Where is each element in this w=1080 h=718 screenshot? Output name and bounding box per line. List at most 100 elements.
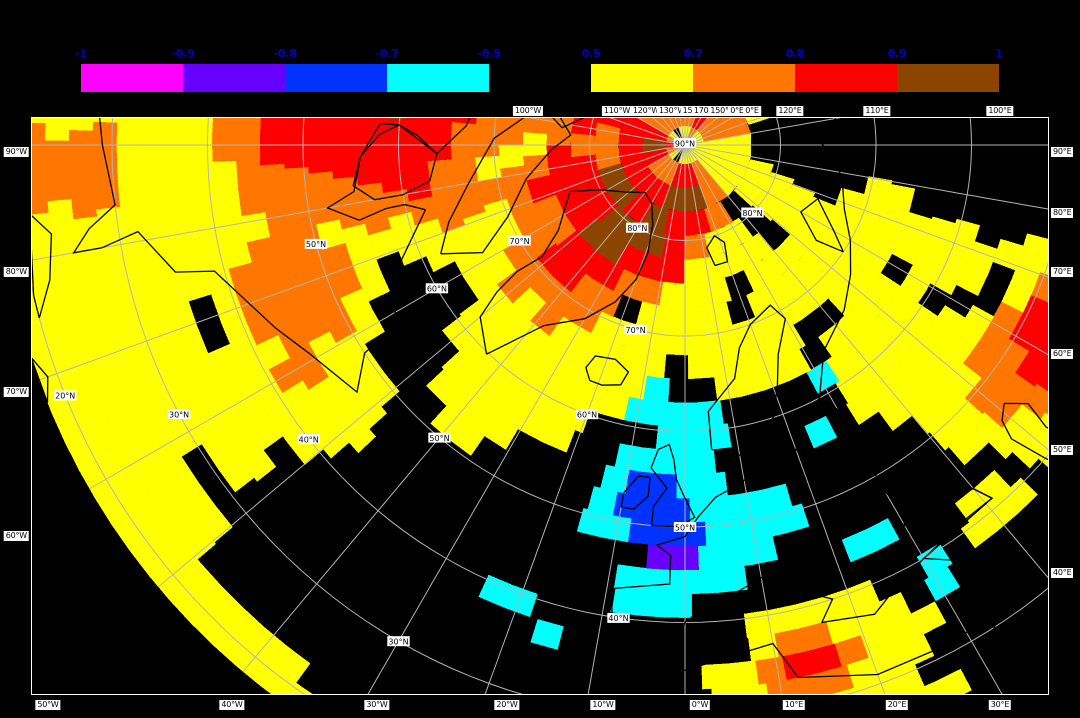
colorbar-tick--0.9: -0.9 (171, 47, 195, 60)
graticule-label-70°N: 70°N (626, 326, 646, 335)
negative-colorbar (81, 64, 489, 92)
axis-label-top-0: 100°W (512, 106, 544, 116)
axis-label-bottom-0: 50°W (35, 700, 61, 710)
graticule-label-40°N: 40°N (299, 435, 319, 444)
graticule-label-50°N: 50°N (429, 434, 449, 443)
coastline-14 (900, 488, 994, 535)
colorbar-tick--1: -1 (75, 47, 87, 60)
graticule-label-bg (575, 409, 599, 420)
coastline-16 (799, 197, 844, 253)
graticule-label-bg (387, 636, 410, 647)
coastline-8 (620, 475, 651, 510)
colorbar-tick-1: 1 (995, 47, 1003, 60)
graticule-label-60°N: 60°N (427, 285, 447, 294)
colorbar-segment-0.7-0.8 (693, 64, 795, 92)
colorbar-segment--1--0.9 (81, 64, 183, 92)
axis-label-bottom-5: 0°W (689, 700, 711, 710)
axis-label-top-11: 100°E (986, 106, 1014, 116)
colorbar-tick--0.5: -0.5 (477, 47, 501, 60)
colorbar-segment--0.7--0.5 (387, 64, 489, 92)
axis-label-left-0: 90°W (3, 147, 29, 157)
axis-label-right-1: 80°E (1051, 208, 1074, 218)
map-plot-area: 90°N 80°N 80°N 70°N 70°N 60°N 60°N 50°N 50°N 50°N… (31, 117, 1049, 695)
axis-label-right-5: 40°E (1051, 568, 1074, 578)
colorbar-tick-0.8: 0.8 (785, 47, 805, 60)
coastline-4 (72, 118, 471, 394)
axis-label-right-3: 60°E (1051, 349, 1074, 359)
graticule-label-90°N: 90°N (675, 139, 695, 148)
axis-label-right-2: 70°E (1051, 267, 1074, 277)
colorbar-segment--0.9--0.8 (183, 64, 285, 92)
graticule-label-40°N: 40°N (608, 614, 628, 623)
coastline-20 (32, 357, 49, 403)
map-canvas: 90°N 80°N 80°N 70°N 70°N 60°N 60°N 50°N 50°N 50°N… (32, 118, 1048, 694)
graticule-labels: 90°N 80°N 80°N 70°N 70°N 60°N 60°N 50°N 50°N 50°N… (54, 138, 764, 647)
axis-label-left-3: 60°W (3, 531, 29, 541)
colorbar-tick-0.7: 0.7 (683, 47, 703, 60)
coastline-5 (352, 124, 438, 201)
axis-label-left-2: 70°W (3, 387, 29, 397)
graticule-label-50°N: 50°N (675, 523, 695, 532)
colorbar-tick--0.7: -0.7 (375, 47, 399, 60)
data-field (32, 118, 1048, 694)
graticule-label-60°N: 60°N (577, 411, 597, 420)
coastlines (32, 118, 1048, 694)
colorbar-segment-0.8-0.9 (795, 64, 897, 92)
colorbar-segment-0.5-0.7 (591, 64, 693, 92)
graticule-label-80°N: 80°N (742, 209, 762, 218)
colorbar-tick-0.9: 0.9 (887, 47, 907, 60)
coastline-0 (479, 189, 654, 355)
axis-label-top-7: 0°E (728, 106, 746, 116)
coastline-13 (1001, 402, 1048, 461)
graticule-label-bg (54, 390, 77, 401)
graticule-label-30°N: 30°N (388, 638, 408, 647)
coastline-1 (440, 118, 572, 255)
axis-label-right-4: 50°E (1051, 445, 1074, 455)
coastline-11 (598, 622, 1048, 694)
graticule-label-70°N: 70°N (510, 237, 530, 246)
graticule-label-bg (508, 235, 531, 246)
axis-label-top-4: 150 (680, 106, 700, 116)
axis-label-top-1: 110°W (601, 106, 633, 116)
graticule-label-30°N: 30°N (169, 410, 189, 419)
graticule-label-bg (425, 283, 449, 294)
colorbar-tick--0.8: -0.8 (273, 47, 297, 60)
coastline-2 (552, 118, 585, 129)
graticule-label-50°N: 50°N (306, 240, 326, 249)
axis-label-top-8: 0°E (743, 106, 761, 116)
coastline-6 (585, 355, 630, 386)
graticule-label-bg (626, 222, 649, 233)
graticule-label-bg (624, 324, 647, 335)
graticule-label-bg (304, 238, 328, 249)
axis-label-top-10: 110°E (863, 106, 891, 116)
axis-label-top-9: 120°E (776, 106, 804, 116)
axis-label-bottom-8: 30°E (988, 700, 1012, 710)
coastline-15 (706, 234, 729, 267)
graticule-label-bg (428, 432, 451, 443)
axis-label-bottom-6: 10°E (782, 700, 806, 710)
graticule-label-bg (167, 409, 191, 419)
coastline-7 (650, 443, 696, 528)
positive-colorbar (591, 64, 999, 92)
graticule-label-bg (297, 434, 320, 444)
coastline-9 (707, 304, 787, 457)
graticule-label-20°N: 20°N (55, 392, 75, 401)
colorbar-tick-0.5: 0.5 (581, 47, 601, 60)
axis-label-bottom-4: 10°W (590, 700, 616, 710)
graticule-label-bg (673, 138, 697, 148)
graticule-label-bg (673, 522, 697, 532)
axis-label-bottom-2: 30°W (364, 700, 390, 710)
axis-label-top-6: 150°E (708, 106, 736, 116)
coastline-19 (32, 215, 53, 319)
axis-label-bottom-3: 20°W (494, 700, 520, 710)
axis-label-right-0: 90°E (1051, 147, 1074, 157)
axis-label-top-2: 120°W (630, 106, 662, 116)
axis-label-bottom-7: 20°E (885, 700, 909, 710)
axis-label-top-5: 170°W (691, 106, 723, 116)
graticule-label-bg (741, 207, 764, 218)
colorbar-segment--0.8--0.7 (285, 64, 387, 92)
graticule-label-80°N: 80°N (627, 224, 647, 233)
colorbar-segment-0.9-1 (897, 64, 999, 92)
axis-label-left-1: 80°W (3, 267, 29, 277)
